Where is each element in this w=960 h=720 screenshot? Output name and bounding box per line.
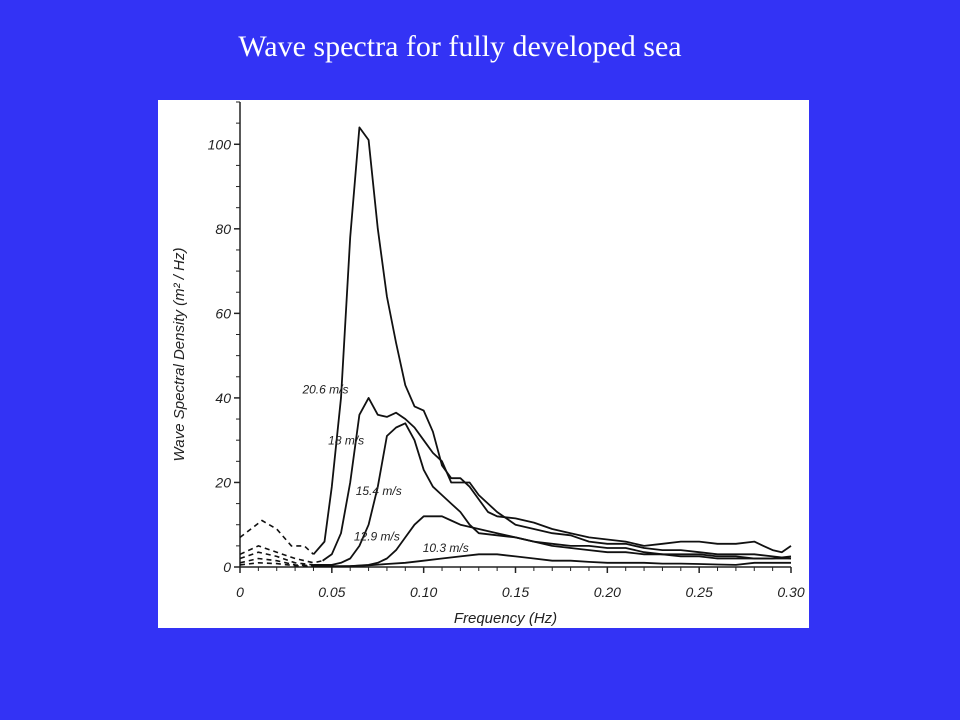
spectrum-chart: 0 20 40 60 80 100 0 0.05 0.10 0.15 0.20 0.25 0.30 Fre… <box>171 101 805 627</box>
y-tick-label: 100 <box>208 136 232 152</box>
x-tick-label: 0.30 <box>777 584 804 600</box>
series-label: 18 m/s <box>328 433 364 447</box>
x-tick-label: 0.15 <box>502 584 529 600</box>
x-tick-label: 0 <box>236 584 244 600</box>
series-line-dashed <box>239 545 323 564</box>
y-tick-label: 80 <box>215 221 231 237</box>
series-label: 15.4 m/s <box>356 484 402 498</box>
series-line-dashed <box>239 557 314 567</box>
chart-panel: 0 20 40 60 80 100 0 0.05 0.10 0.15 0.20 0.25 0.30 Fre… <box>158 100 809 628</box>
y-tick-label: 20 <box>214 474 231 490</box>
series-line <box>313 553 791 568</box>
x-axis-title: Frequency (Hz) <box>454 610 557 627</box>
series-line <box>313 515 791 568</box>
series-line <box>313 422 792 566</box>
x-tick-label: 0.10 <box>410 584 437 600</box>
x-tick-label: 0.05 <box>318 584 345 600</box>
x-tick-label: 0.25 <box>686 584 713 600</box>
series-line <box>312 126 792 555</box>
series-line-dashed <box>239 551 314 566</box>
series-label: 10.3 m/s <box>423 541 469 555</box>
series-line-dashed <box>239 519 315 555</box>
y-tick-label: 0 <box>223 559 231 575</box>
series-line-dashed <box>239 561 314 568</box>
series-line <box>322 397 792 562</box>
y-tick-label: 40 <box>215 390 231 406</box>
slide-title: Wave spectra for fully developed sea <box>238 30 682 63</box>
y-axis-title: Wave Spectral Density (m² / Hz) <box>171 248 188 462</box>
x-tick-label: 0.20 <box>594 584 621 600</box>
series-label: 12.9 m/s <box>354 529 400 543</box>
y-tick-label: 60 <box>215 305 231 321</box>
series-label: 20.6 m/s <box>301 383 348 397</box>
